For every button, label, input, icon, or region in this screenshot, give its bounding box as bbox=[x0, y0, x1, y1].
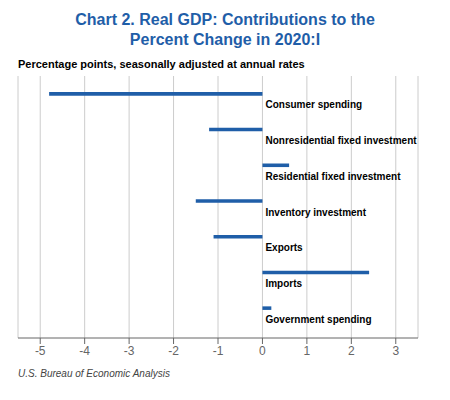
svg-text:Exports: Exports bbox=[265, 242, 303, 253]
svg-text:0: 0 bbox=[259, 344, 266, 358]
svg-text:Imports: Imports bbox=[265, 278, 302, 289]
svg-text:-5: -5 bbox=[35, 344, 46, 358]
svg-text:3: 3 bbox=[392, 344, 399, 358]
svg-text:2: 2 bbox=[348, 344, 355, 358]
svg-text:-1: -1 bbox=[213, 344, 224, 358]
svg-text:Nonresidential fixed investmen: Nonresidential fixed investment bbox=[265, 135, 417, 146]
html-text:Chart 2. Real GDP: Contributio: Chart 2. Real GDP: Contributions to the bbox=[75, 11, 375, 28]
svg-text:Consumer spending: Consumer spending bbox=[265, 99, 362, 110]
svg-text:Residential fixed investment: Residential fixed investment bbox=[265, 171, 401, 182]
svg-text:-3: -3 bbox=[124, 344, 135, 358]
svg-text:1: 1 bbox=[304, 344, 311, 358]
html-text:Percent Change in 2020:I: Percent Change in 2020:I bbox=[129, 31, 321, 48]
svg-text:Government spending: Government spending bbox=[265, 314, 371, 325]
svg-text:-2: -2 bbox=[168, 344, 179, 358]
html-text:U.S. Bureau of Economic Analys: U.S. Bureau of Economic Analysis bbox=[18, 368, 170, 379]
svg-text:-4: -4 bbox=[79, 344, 90, 358]
svg-text:Inventory investment: Inventory investment bbox=[265, 207, 366, 218]
html-text:Percentage points, seasonally: Percentage points, seasonally adjusted a… bbox=[18, 58, 305, 70]
